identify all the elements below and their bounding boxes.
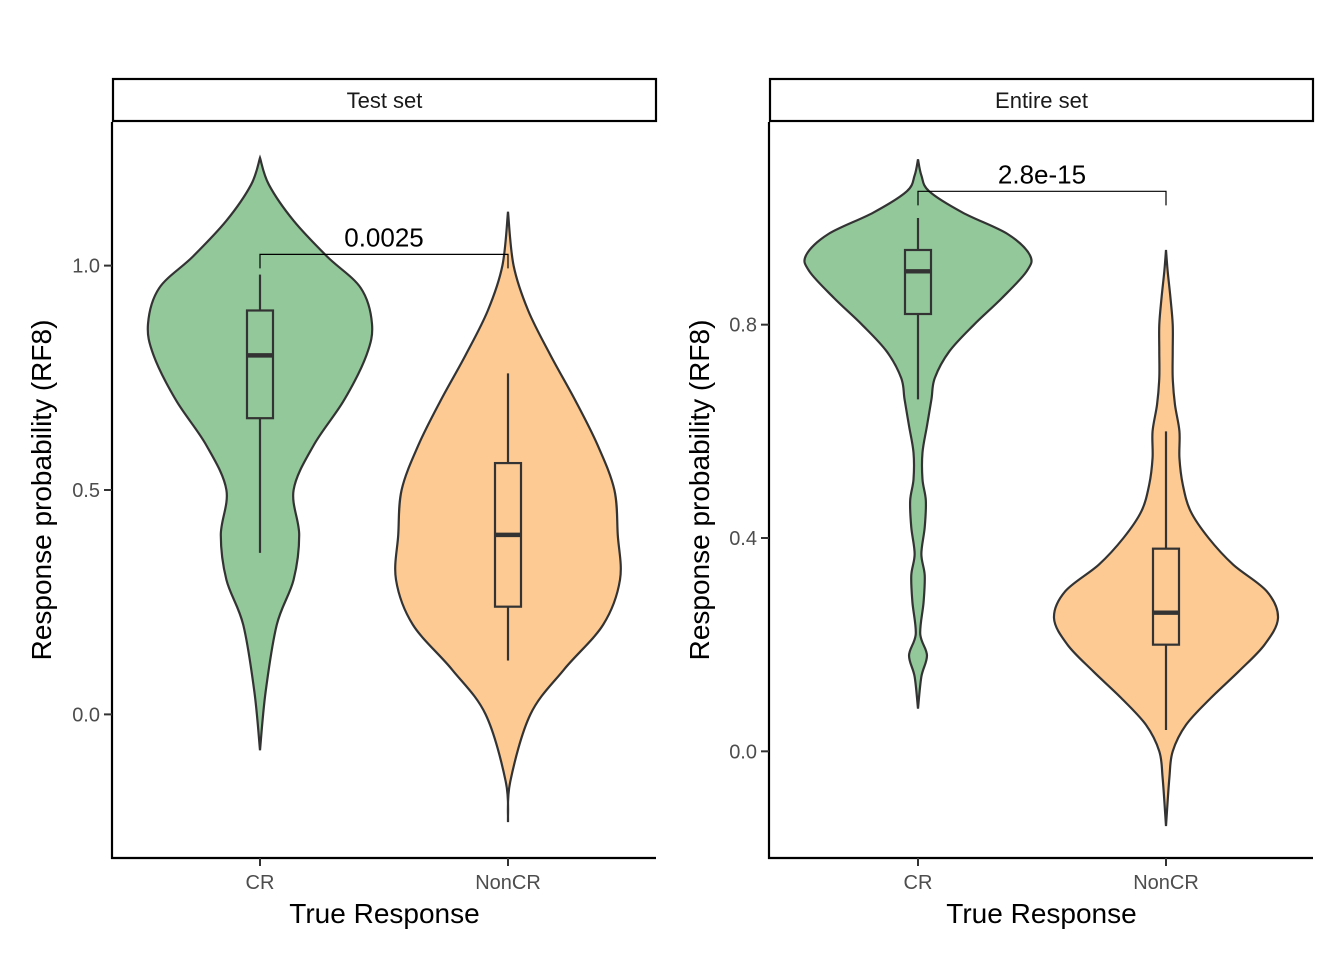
y-tick-label: 0.4 xyxy=(729,528,757,550)
panel-test-set: Test set 0.0025 0.0 0.5 1.0 CR NonCR True Re… xyxy=(26,77,658,929)
y-tick-label: 0.8 xyxy=(729,315,757,337)
plot-area: 0.0025 xyxy=(146,154,622,823)
panel-strip-label: Test set xyxy=(347,88,423,113)
significance-bracket xyxy=(259,253,509,269)
significance-bracket xyxy=(917,190,1167,206)
plot-area: 2.8e-15 xyxy=(803,159,1280,827)
panel-entire-set: Entire set 2.8e-15 0.0 0.4 0.8 CR NonCR True… xyxy=(684,77,1315,929)
panel-strip-label: Entire set xyxy=(995,88,1088,113)
p-value-label: 2.8e-15 xyxy=(998,159,1086,189)
y-tick-label: 0.0 xyxy=(729,741,757,763)
violin-noncr xyxy=(394,211,622,823)
y-tick-label: 0.0 xyxy=(72,704,100,726)
y-tick-label: 1.0 xyxy=(72,256,100,278)
axis-ticks: 0.0 0.5 1.0 CR NonCR xyxy=(72,256,541,894)
y-axis-title: Response probability (RF8) xyxy=(684,320,715,661)
x-tick-label: CR xyxy=(904,872,933,894)
iqr-box xyxy=(903,248,933,316)
x-axis-title: True Response xyxy=(946,898,1136,929)
y-axis-title: Response probability (RF8) xyxy=(26,320,57,661)
x-tick-label: CR xyxy=(246,872,275,894)
violin-cr xyxy=(803,159,1033,709)
panel-strip xyxy=(768,77,1315,123)
iqr-box xyxy=(1151,547,1181,646)
panel-strip xyxy=(111,77,658,123)
axis-ticks: 0.0 0.4 0.8 CR NonCR xyxy=(729,315,1199,894)
x-axis-title: True Response xyxy=(289,898,479,929)
p-value-label: 0.0025 xyxy=(344,222,424,252)
y-tick-label: 0.5 xyxy=(72,480,100,502)
x-tick-label: NonCR xyxy=(1133,872,1199,894)
iqr-box xyxy=(245,309,275,420)
x-tick-label: NonCR xyxy=(475,872,541,894)
